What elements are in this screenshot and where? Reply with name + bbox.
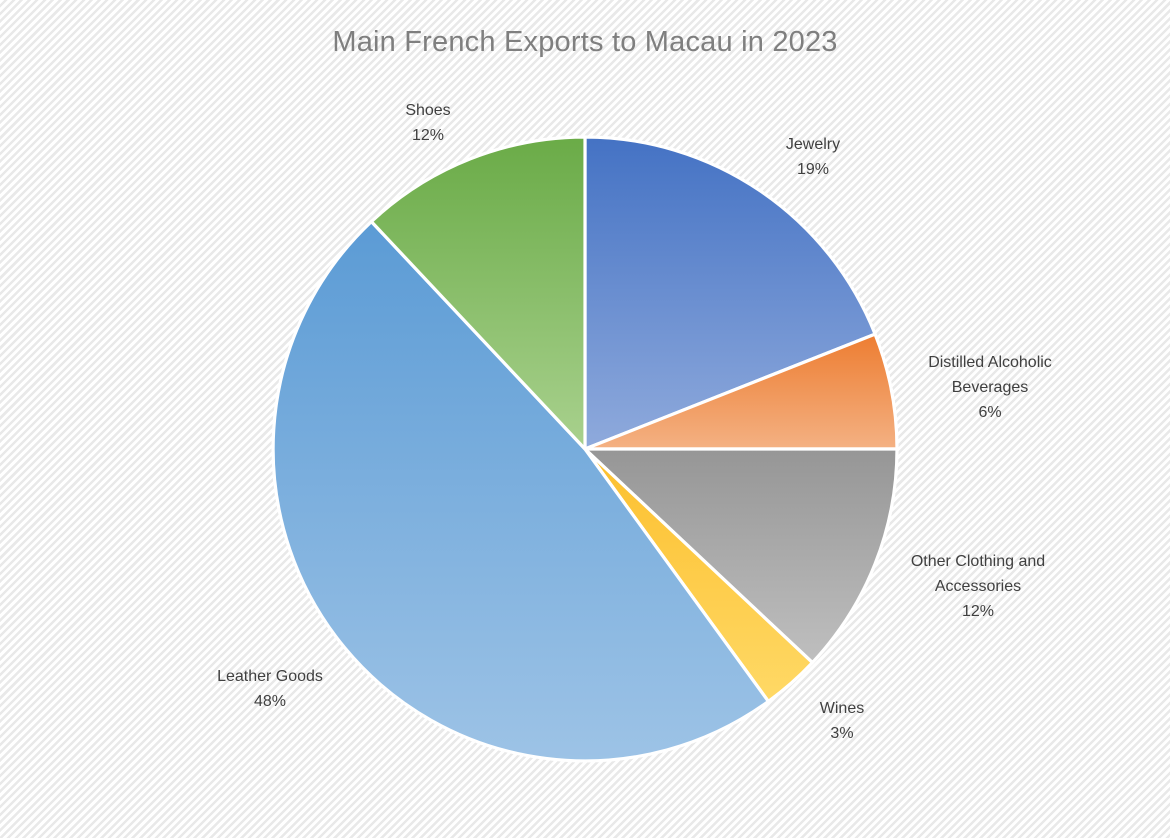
chart-title: Main French Exports to Macau in 2023	[332, 26, 838, 58]
label-leather-name: Leather Goods	[217, 668, 323, 685]
label-jewelry: Jewelry 19%	[786, 132, 840, 182]
label-distilled-alcoholic-beverages: Distilled Alcoholic Beverages 6%	[901, 350, 1079, 425]
label-wines: Wines 3%	[820, 696, 864, 746]
label-shoes: Shoes 12%	[405, 98, 450, 148]
label-leather-goods: Leather Goods 48%	[217, 664, 323, 714]
label-other-name: Other Clothing and Accessories	[910, 553, 1046, 595]
label-jewelry-value: 19%	[796, 161, 830, 178]
pie-slices	[271, 135, 899, 763]
label-shoes-value: 12%	[411, 127, 445, 144]
label-wines-name: Wines	[819, 700, 865, 717]
label-wines-value: 3%	[830, 725, 854, 742]
pie-slice-jewelry	[583, 135, 877, 451]
label-shoes-name: Shoes	[405, 102, 451, 119]
label-other-clothing-and-accessories: Other Clothing and Accessories 12%	[889, 549, 1067, 624]
label-distilled-value: 6%	[978, 404, 1002, 421]
label-distilled-name: Distilled Alcoholic Beverages	[928, 354, 1052, 396]
label-other-value: 12%	[961, 603, 995, 620]
pie-slice-other-clothing-and-accessories	[583, 447, 899, 665]
label-jewelry-name: Jewelry	[785, 136, 841, 153]
pie-slice-leather-goods	[271, 220, 770, 763]
label-leather-value: 48%	[253, 693, 287, 710]
pie-slice-shoes	[369, 135, 587, 451]
